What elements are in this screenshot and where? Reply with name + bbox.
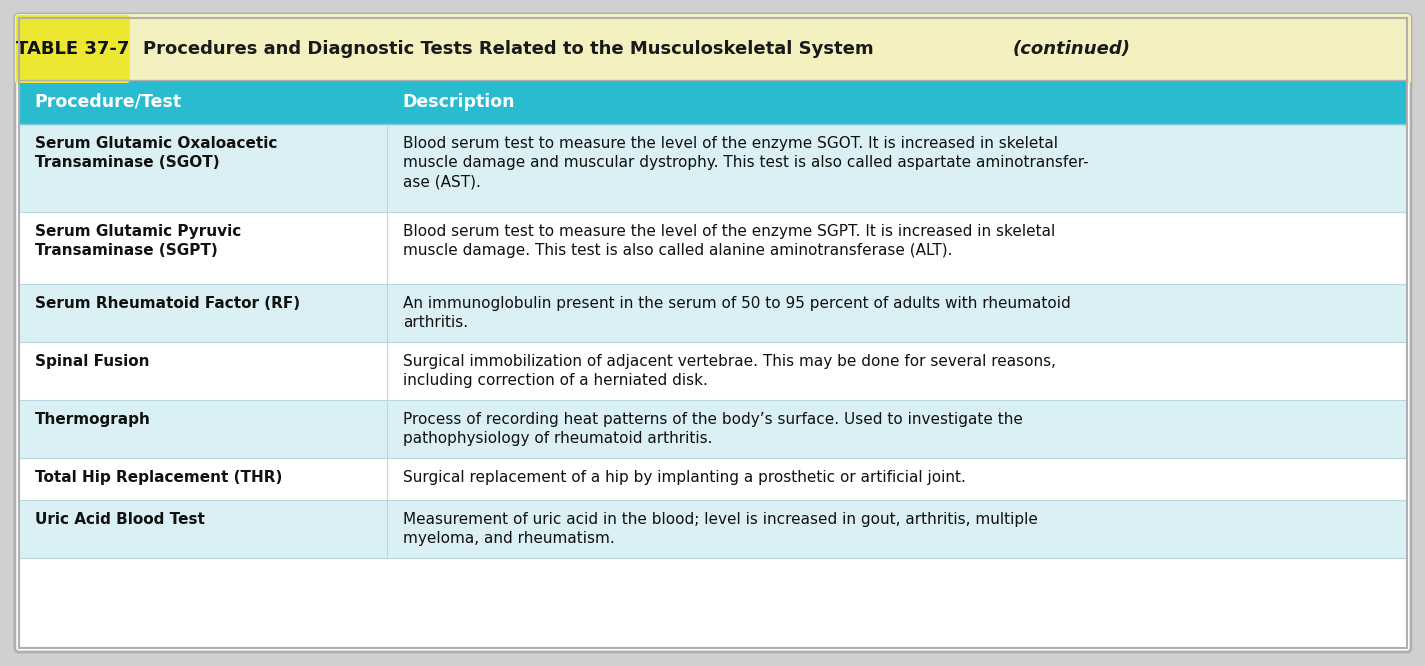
Text: Procedures and Diagnostic Tests Related to the Musculoskeletal System: Procedures and Diagnostic Tests Related …	[142, 40, 886, 58]
Text: Process of recording heat patterns of the body’s surface. Used to investigate th: Process of recording heat patterns of th…	[403, 412, 1023, 446]
Text: Description: Description	[403, 93, 516, 111]
Text: (continued): (continued)	[1012, 40, 1130, 58]
FancyBboxPatch shape	[14, 14, 1411, 652]
Text: Spinal Fusion: Spinal Fusion	[34, 354, 150, 369]
Text: Blood serum test to measure the level of the enzyme SGPT. It is increased in ske: Blood serum test to measure the level of…	[403, 224, 1054, 258]
Text: Serum Rheumatoid Factor (RF): Serum Rheumatoid Factor (RF)	[34, 296, 301, 311]
Bar	[19, 124, 1406, 212]
Bar	[19, 80, 1406, 124]
Text: TABLE 37-7: TABLE 37-7	[16, 40, 130, 58]
Text: Serum Glutamic Pyruvic
Transaminase (SGPT): Serum Glutamic Pyruvic Transaminase (SGP…	[34, 224, 241, 258]
Bar	[19, 500, 1406, 558]
Bar	[19, 212, 1406, 284]
Text: Uric Acid Blood Test: Uric Acid Blood Test	[34, 512, 205, 527]
FancyBboxPatch shape	[14, 14, 1411, 84]
Text: Serum Glutamic Oxaloacetic
Transaminase (SGOT): Serum Glutamic Oxaloacetic Transaminase …	[34, 136, 278, 170]
Text: Blood serum test to measure the level of the enzyme SGOT. It is increased in ske: Blood serum test to measure the level of…	[403, 136, 1089, 189]
Text: Surgical immobilization of adjacent vertebrae. This may be done for several reas: Surgical immobilization of adjacent vert…	[403, 354, 1056, 388]
Text: Thermograph: Thermograph	[34, 412, 151, 427]
Text: Total Hip Replacement (THR): Total Hip Replacement (THR)	[34, 470, 282, 485]
Bar	[19, 400, 1406, 458]
Bar	[19, 49, 1406, 80]
Text: Surgical replacement of a hip by implanting a prosthetic or artificial joint.: Surgical replacement of a hip by implant…	[403, 470, 966, 485]
Bar	[118, 18, 127, 80]
Text: Procedure/Test: Procedure/Test	[34, 93, 182, 111]
Bar	[19, 342, 1406, 400]
FancyBboxPatch shape	[16, 15, 130, 83]
Text: Measurement of uric acid in the blood; level is increased in gout, arthritis, mu: Measurement of uric acid in the blood; l…	[403, 512, 1037, 546]
Bar	[19, 458, 1406, 500]
Bar	[19, 284, 1406, 342]
Text: An immunoglobulin present in the serum of 50 to 95 percent of adults with rheuma: An immunoglobulin present in the serum o…	[403, 296, 1070, 330]
